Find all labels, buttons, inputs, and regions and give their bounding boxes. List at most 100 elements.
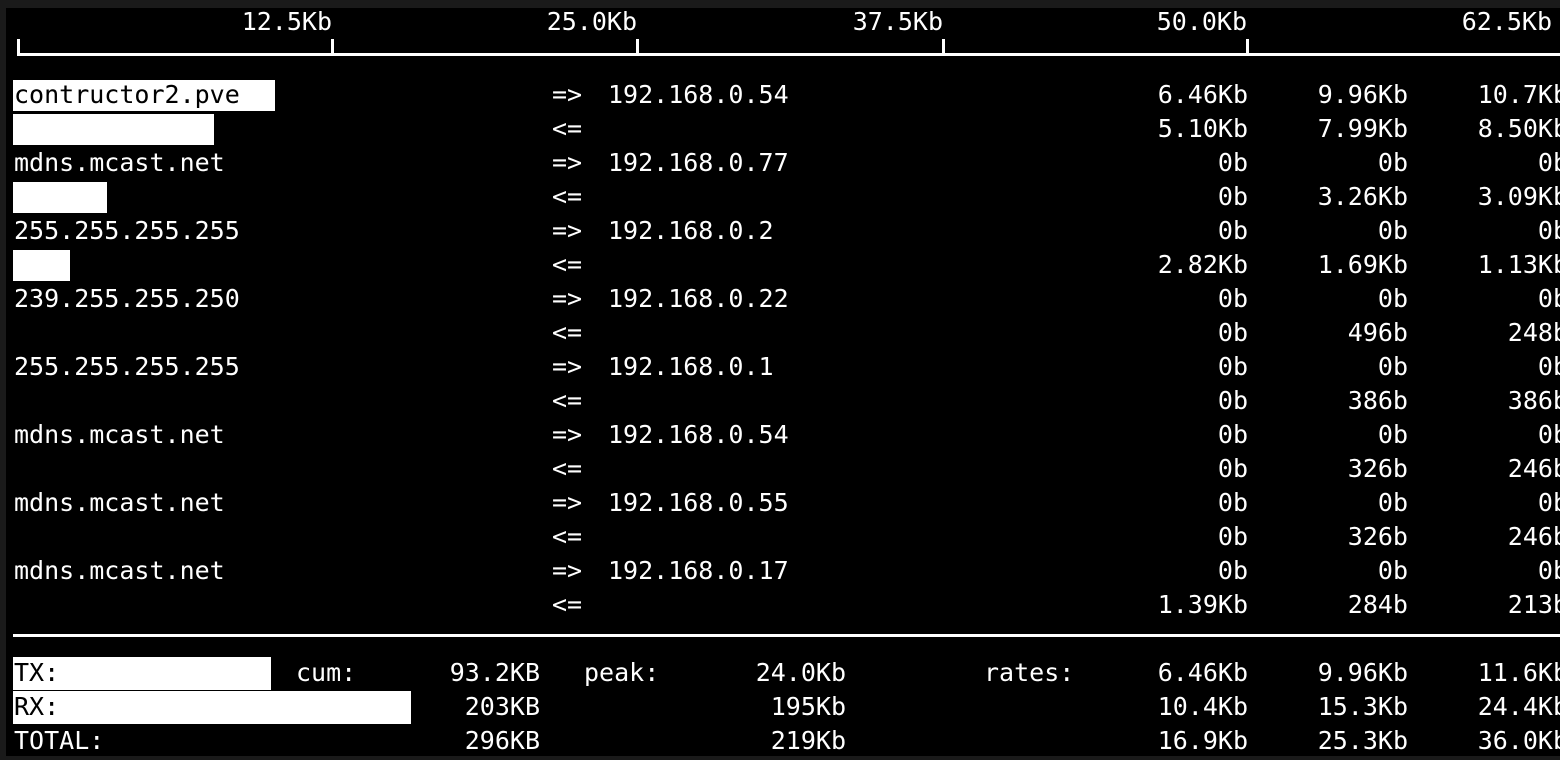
direction-in-icon: <= [552,386,583,415]
rates-label: rates: [984,658,1075,687]
peer-address: 192.168.0.55 [608,488,789,517]
direction-out-icon: => [552,352,583,381]
direction-out-icon: => [552,148,583,177]
iftop-screen: 12.5Kb 25.0Kb 37.5Kb 50.0Kb 62.5Kb contructo… [6,8,1560,756]
rx-rate-2s: 0b [1217,522,1248,551]
rx-bandwidth-bar [13,182,107,213]
table-row[interactable]: 255.255.255.255 => 192.168.0.1 0b 0b 0b [6,350,1560,384]
tx-rate-40s: 0b [1537,148,1560,177]
rx-rate-2s: 5.10Kb [1157,114,1248,143]
host-name: mdns.mcast.net [14,556,225,585]
table-row[interactable]: <= 0b 3.26Kb 3.09Kb [6,180,1560,214]
table-row[interactable]: <= 0b 386b 386b [6,384,1560,418]
summary-bandwidth-bar [13,691,411,724]
host-name: 239.255.255.250 [14,284,240,313]
rx-rate-2s: 2.82Kb [1157,250,1248,279]
summary-rate-2s: 6.46Kb [1157,658,1248,687]
tx-rate-10s: 0b [1377,216,1408,245]
scale-label: 37.5Kb [852,8,943,36]
peer-address: 192.168.0.2 [608,216,774,245]
direction-out-icon: => [552,216,583,245]
host-name: contructor2.pve [14,80,240,109]
direction-in-icon: <= [552,522,583,551]
rx-rate-40s: 3.09Kb [1477,182,1560,211]
tx-rate-2s: 6.46Kb [1157,80,1248,109]
rx-rate-40s: 8.50Kb [1477,114,1560,143]
summary-peak: 219Kb [770,726,846,755]
host-name: 255.255.255.255 [14,216,240,245]
rx-rate-2s: 0b [1217,182,1248,211]
direction-in-icon: <= [552,590,583,619]
tx-rate-2s: 0b [1217,352,1248,381]
scale-label: 25.0Kb [546,8,637,36]
rx-rate-10s: 3.26Kb [1317,182,1408,211]
axis-tick [636,39,639,53]
table-row[interactable]: contructor2.pve => 192.168.0.54 6.46Kb 9.96K… [6,78,1560,112]
tx-rate-2s: 0b [1217,216,1248,245]
direction-in-icon: <= [552,114,583,143]
summary-rate-10s: 9.96Kb [1317,658,1408,687]
tx-rate-40s: 0b [1537,420,1560,449]
rx-bandwidth-bar [13,250,70,281]
rx-rate-2s: 0b [1217,318,1248,347]
direction-in-icon: <= [552,182,583,211]
table-row[interactable]: <= 0b 326b 246b [6,520,1560,554]
peer-address: 192.168.0.54 [608,420,789,449]
rx-rate-10s: 1.69Kb [1317,250,1408,279]
rx-rate-2s: 1.39Kb [1157,590,1248,619]
summary-rate-40s: 24.4Kb [1477,692,1560,721]
rx-rate-40s: 213b [1507,590,1560,619]
tx-rate-10s: 0b [1377,488,1408,517]
table-row[interactable]: 255.255.255.255 => 192.168.0.2 0b 0b 0b [6,214,1560,248]
table-row[interactable]: <= 2.82Kb 1.69Kb 1.13Kb [6,248,1560,282]
tx-rate-2s: 0b [1217,556,1248,585]
axis-tick [331,39,334,53]
connection-list[interactable]: contructor2.pve => 192.168.0.54 6.46Kb 9.96K… [6,78,1560,626]
rx-rate-10s: 284b [1347,590,1408,619]
table-row[interactable]: mdns.mcast.net => 192.168.0.54 0b 0b 0b [6,418,1560,452]
scale-label: 62.5Kb [1461,8,1552,36]
summary-rate-10s: 15.3Kb [1317,692,1408,721]
rx-rate-40s: 246b [1507,522,1560,551]
summary-row: RX: 203KB 195Kb 10.4Kb 15.3Kb 24.4Kb [6,690,1560,724]
host-name: mdns.mcast.net [14,420,225,449]
tx-rate-2s: 0b [1217,488,1248,517]
summary-row: TOTAL: 296KB 219Kb 16.9Kb 25.3Kb 36.0Kb [6,724,1560,756]
rx-rate-10s: 326b [1347,522,1408,551]
table-row[interactable]: <= 0b 496b 248b [6,316,1560,350]
summary-rate-40s: 11.6Kb [1477,658,1560,687]
rx-rate-2s: 0b [1217,454,1248,483]
bandwidth-scale-header: 12.5Kb 25.0Kb 37.5Kb 50.0Kb 62.5Kb [6,8,1560,66]
host-name: 255.255.255.255 [14,352,240,381]
tx-rate-40s: 0b [1537,556,1560,585]
table-row[interactable]: 239.255.255.250 => 192.168.0.22 0b 0b 0b [6,282,1560,316]
table-row[interactable]: <= 5.10Kb 7.99Kb 8.50Kb [6,112,1560,146]
summary-peak: 195Kb [770,692,846,721]
tx-rate-40s: 0b [1537,488,1560,517]
scale-label: 12.5Kb [241,8,332,36]
peer-address: 192.168.0.54 [608,80,789,109]
direction-out-icon: => [552,284,583,313]
cum-label: cum: [296,658,357,687]
peer-address: 192.168.0.22 [608,284,789,313]
summary-rate-2s: 16.9Kb [1157,726,1248,755]
table-row[interactable]: <= 1.39Kb 284b 213b [6,588,1560,622]
tx-rate-40s: 10.7Kb [1477,80,1560,109]
summary-label: TX: [14,658,60,687]
rx-bandwidth-bar [13,114,214,145]
direction-in-icon: <= [552,454,583,483]
direction-out-icon: => [552,80,583,109]
summary-bandwidth-bar [13,657,271,690]
direction-out-icon: => [552,488,583,517]
summary-label: TOTAL: [14,726,105,755]
table-row[interactable]: mdns.mcast.net => 192.168.0.55 0b 0b 0b [6,486,1560,520]
table-row[interactable]: mdns.mcast.net => 192.168.0.77 0b 0b 0b [6,146,1560,180]
table-row[interactable]: <= 0b 326b 246b [6,452,1560,486]
tx-rate-10s: 0b [1377,556,1408,585]
table-row[interactable]: mdns.mcast.net => 192.168.0.17 0b 0b 0b [6,554,1560,588]
tx-rate-10s: 0b [1377,284,1408,313]
scale-label: 50.0Kb [1156,8,1247,36]
host-name: mdns.mcast.net [14,148,225,177]
rx-rate-10s: 7.99Kb [1317,114,1408,143]
